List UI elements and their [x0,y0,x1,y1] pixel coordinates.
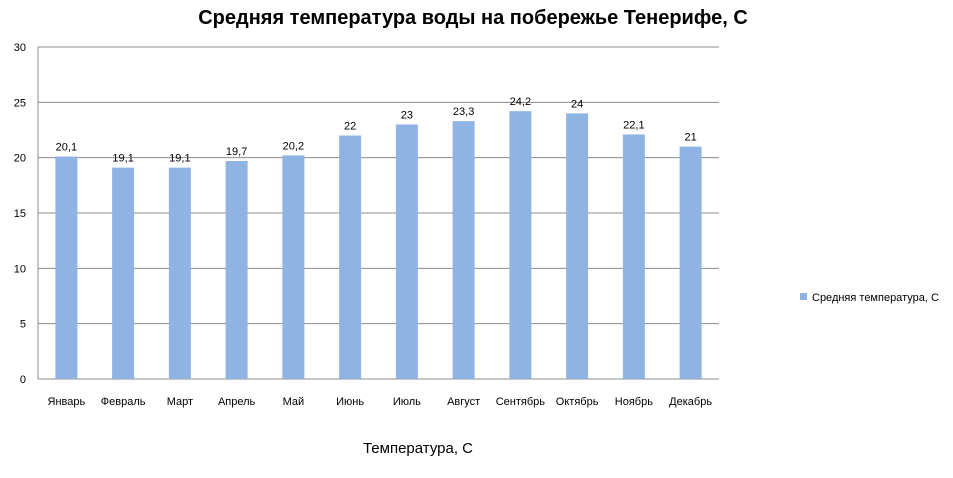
data-label: 22 [344,121,356,133]
y-tick-label: 0 [20,374,26,386]
x-tick-label: Январь [48,396,86,408]
x-tick-label: Март [167,396,193,408]
data-label: 24 [571,98,583,110]
x-axis-title: Температура, С [363,440,473,457]
data-label: 19,1 [169,153,190,165]
y-tick-label: 10 [14,263,26,275]
data-label: 20,2 [283,140,304,152]
legend: Средняя температура, С [800,292,939,304]
data-label: 24,2 [510,96,531,108]
x-tick-label: Апрель [218,396,256,408]
chart-title: Средняя температура воды на побережье Те… [198,7,748,29]
data-label: 20,1 [56,142,77,154]
x-tick-label: Май [283,396,305,408]
x-tick-label: Февраль [101,396,146,408]
y-tick-label: 20 [14,153,26,165]
x-tick-label: Октябрь [556,396,599,408]
data-label: 23 [401,109,413,121]
data-label: 19,1 [112,153,133,165]
x-tick-label: Ноябрь [615,396,653,408]
x-axis-ticks: Январь Февраль Март Апрель Май Июнь Июль Август… [48,396,713,408]
x-tick-label: Июнь [336,396,364,408]
y-tick-label: 15 [14,208,26,220]
bar [55,156,78,379]
bar [339,135,362,379]
bar [395,124,418,379]
data-label: 23,3 [453,106,474,118]
bar [452,121,475,379]
bar [566,113,589,380]
y-axis-ticks: 0 5 10 15 20 25 30 [14,42,26,386]
data-label: 21 [685,132,697,144]
bar [112,167,135,379]
x-tick-label: Сентябрь [496,396,546,408]
bar [168,167,191,379]
x-tick-label: Декабрь [669,396,712,408]
y-tick-label: 5 [20,319,26,331]
bar [509,111,532,379]
y-tick-label: 30 [14,42,26,54]
legend-swatch [800,293,807,300]
y-tick-label: 25 [14,97,26,109]
bar [679,146,702,379]
bars [55,111,702,380]
bar [622,134,645,379]
bar [225,160,248,379]
x-tick-label: Июль [393,396,421,408]
data-labels: 20,1 19,1 19,1 19,7 20,2 22 23 23,3 24,2 24 22,1 21 [56,96,697,164]
x-tick-label: Август [447,396,480,408]
data-label: 22,1 [623,119,644,131]
bar [282,155,305,379]
legend-label: Средняя температура, С [812,292,939,304]
gridlines [37,46,719,380]
data-label: 19,7 [226,146,247,158]
